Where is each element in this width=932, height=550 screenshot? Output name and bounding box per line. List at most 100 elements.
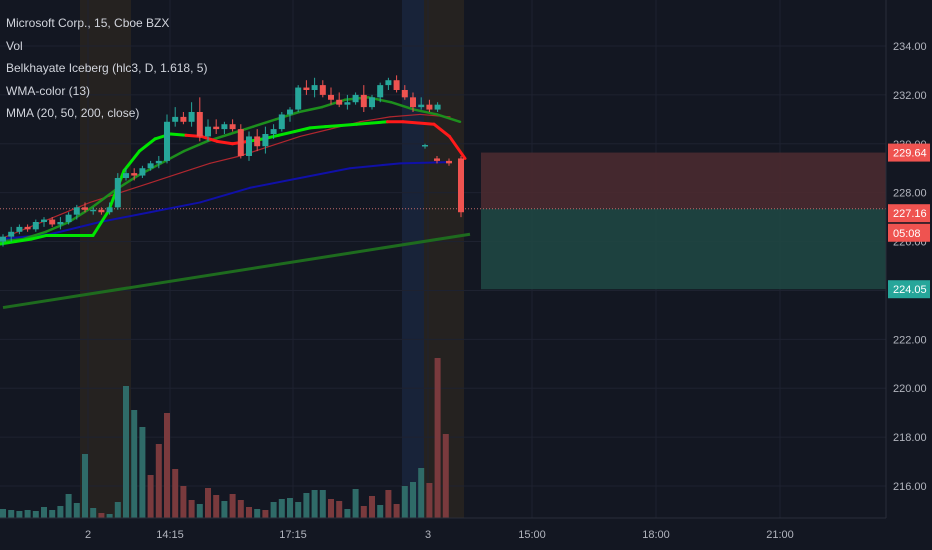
target-zone — [481, 208, 886, 290]
wma-line — [324, 123, 343, 129]
wma-line — [370, 120, 389, 125]
candle-body — [98, 209, 105, 213]
volume-bar — [65, 494, 72, 518]
price-label-box — [888, 280, 930, 299]
volume-bar — [410, 482, 416, 518]
vol-legend[interactable]: Vol — [6, 38, 23, 53]
chart-legend: Microsoft Corp., 15, Cboe BZX Vol Belkha… — [6, 12, 207, 125]
price-tick-label: 220.00 — [893, 383, 927, 395]
candle-body — [0, 236, 6, 242]
volume-bar — [57, 506, 64, 518]
time-tick-label: 15:00 — [518, 529, 546, 541]
wma-line — [401, 120, 420, 125]
position-zones[interactable] — [0, 152, 886, 290]
candle-body — [24, 226, 31, 230]
mma50-line — [119, 182, 151, 194]
volume-bar — [147, 475, 154, 518]
candle-body — [57, 222, 64, 225]
volume-bar — [106, 514, 113, 518]
candle-body — [196, 112, 203, 137]
volume-bar — [442, 434, 449, 518]
candle-body — [229, 124, 236, 130]
mma200-line — [299, 167, 351, 179]
wma-line — [308, 125, 327, 130]
wma-line — [14, 237, 33, 244]
candle-body — [180, 116, 187, 122]
candle-body — [221, 124, 228, 130]
candle-body — [8, 231, 15, 237]
candle-body — [65, 214, 72, 222]
volume-bar — [270, 502, 277, 518]
volume-bar — [155, 444, 162, 518]
candle-body — [369, 97, 375, 108]
volume-bar — [41, 507, 47, 518]
wma-legend[interactable]: WMA-color (13) — [6, 83, 91, 98]
volume-bar — [82, 454, 88, 518]
volume-bar — [229, 494, 236, 518]
time-axis[interactable]: 2 14:15 17:15 3 15:00 18:00 21:00 — [0, 517, 886, 541]
price-label-text: 224.05 — [893, 284, 927, 296]
candle-body — [303, 87, 310, 90]
mma50-line — [389, 113, 421, 118]
volume-bar — [401, 486, 408, 518]
candle-body — [82, 207, 88, 210]
wma-line — [200, 134, 219, 143]
wma-line — [417, 121, 436, 126]
wma-line — [29, 233, 48, 241]
volume-bar — [164, 413, 170, 518]
price-tick-label: 218.00 — [893, 432, 927, 444]
volume-bar — [90, 508, 97, 518]
volume-bar — [188, 500, 195, 518]
candle-body — [155, 160, 162, 164]
candle-body — [434, 158, 440, 161]
candle-body — [410, 97, 416, 108]
wma-line — [277, 130, 296, 137]
stop-zone — [481, 152, 886, 209]
candle-body — [344, 102, 351, 105]
price-tick-label: 232.00 — [893, 90, 927, 102]
mma200-line — [199, 186, 251, 204]
price-label-box — [888, 204, 930, 223]
volume-bars — [0, 358, 449, 518]
mma50-line — [179, 162, 211, 174]
volume-bar — [328, 499, 334, 518]
price-candles — [0, 75, 464, 247]
candle-body — [385, 80, 392, 86]
candle-body — [41, 219, 47, 222]
time-tick-label: 21:00 — [766, 529, 794, 541]
symbol-title[interactable]: Microsoft Corp., 15, Cboe BZX — [6, 16, 170, 30]
volume-bar — [344, 509, 351, 518]
wma-line — [215, 139, 234, 146]
volume-bar — [311, 490, 318, 518]
volume-bar — [196, 504, 203, 518]
iceberg-legend[interactable]: Belkhayate Iceberg (hlc3, D, 1.618, 5) — [6, 61, 208, 75]
mma20-line — [90, 188, 117, 209]
volume-bar — [418, 468, 425, 518]
volume-bar — [385, 490, 392, 518]
mma200-line — [0, 233, 51, 241]
candle-body — [246, 136, 252, 156]
volume-bar — [180, 486, 187, 518]
price-label-box — [888, 143, 930, 162]
candle-body — [393, 80, 400, 90]
candle-body — [295, 87, 302, 110]
wma-line — [122, 149, 141, 173]
wma-line — [138, 137, 157, 153]
price-label-text: 229.64 — [893, 148, 927, 160]
candle-body — [164, 121, 170, 161]
candle-body — [188, 112, 195, 122]
wma-line — [355, 121, 374, 126]
volume-bar — [393, 504, 400, 518]
candle-body — [434, 104, 441, 110]
mma20-line — [182, 140, 209, 153]
price-axis[interactable]: 234.00232.00230.00228.00226.00224.00222.… — [885, 0, 932, 550]
mma50-line — [359, 116, 391, 123]
mma-legend[interactable]: MMA (20, 50, 200, close) — [6, 106, 140, 120]
volume-bar — [278, 499, 285, 518]
mma200-line — [249, 177, 301, 189]
candle-body — [213, 126, 220, 130]
wma-line — [432, 122, 451, 138]
candle-body — [114, 178, 121, 208]
candle-body — [254, 136, 261, 147]
